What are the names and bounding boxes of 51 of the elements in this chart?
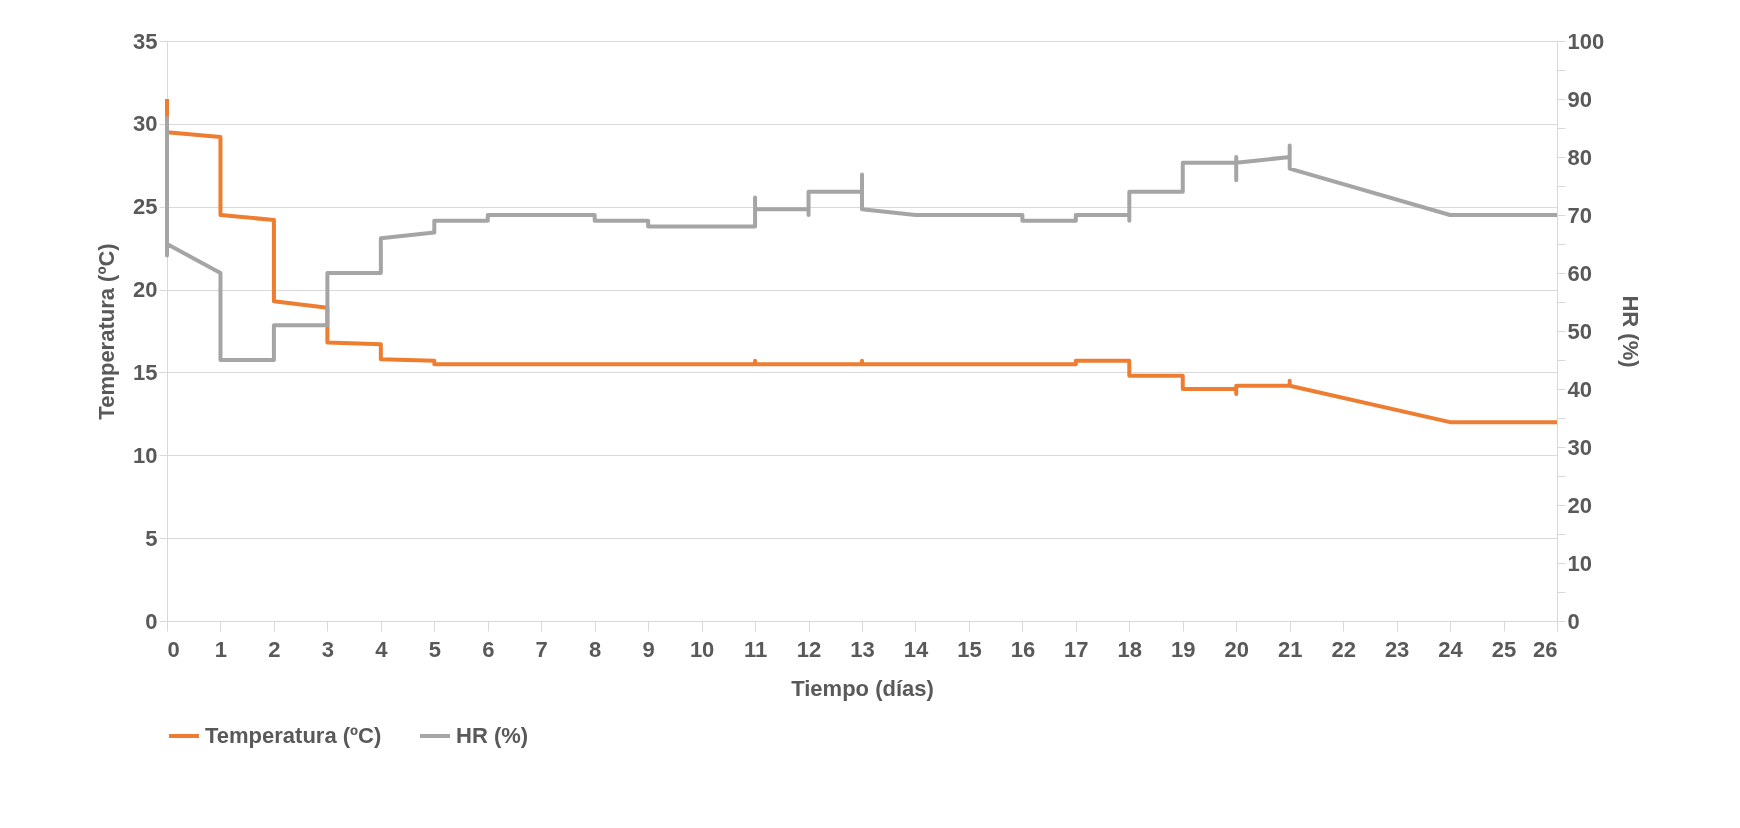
x-tick-label: 14 [903, 636, 929, 662]
y-tick-label: 5 [145, 525, 158, 551]
y2-tick-label: 40 [1567, 376, 1592, 402]
y-tick-label: 20 [133, 277, 158, 303]
y-tick-label: 15 [133, 359, 158, 385]
x-tick-label: 5 [428, 636, 441, 662]
legend-label: HR (%) [456, 723, 529, 748]
x-tick-label: 10 [689, 636, 715, 662]
y-tick-label: 30 [133, 111, 158, 137]
x-tick-label: 4 [375, 636, 389, 662]
x-tick-label: 11 [743, 636, 768, 662]
x-tick-label: 21 [1277, 636, 1303, 662]
x-tick-label: 25 [1491, 636, 1517, 662]
x-axis-title: Tiempo (días) [791, 675, 934, 701]
x-tick-label: 22 [1331, 636, 1356, 662]
x-tick-label: 19 [1171, 636, 1196, 662]
y-tick-label: 10 [133, 442, 158, 468]
x-tick-label: 13 [850, 636, 875, 662]
y2-tick-label: 70 [1567, 202, 1592, 228]
y2-tick-label: 90 [1567, 86, 1592, 112]
y2-tick-label: 50 [1567, 318, 1592, 344]
y-axis-title: Temperatura (ºC) [94, 243, 120, 420]
x-tick-label: 24 [1438, 636, 1464, 662]
y2-tick-label: 80 [1567, 144, 1592, 170]
x-tick-label: 0 [167, 636, 180, 662]
x-tick-label: 17 [1064, 636, 1089, 662]
x-tick-label: 7 [535, 636, 548, 662]
x-tick-label: 15 [957, 636, 982, 662]
x-tick-label: 6 [482, 636, 495, 662]
legend-label: Temperatura (ºC) [205, 723, 382, 748]
y-tick-label: 0 [145, 608, 158, 634]
y2-tick-label: 10 [1567, 550, 1592, 576]
y2-tick-label: 60 [1567, 260, 1592, 286]
y2-tick-label: 30 [1567, 434, 1592, 460]
y2-tick-label: 100 [1567, 28, 1605, 54]
y2-tick-label: 0 [1567, 608, 1580, 634]
x-tick-label: 20 [1224, 636, 1249, 662]
x-tick-label: 16 [1010, 636, 1036, 662]
x-tick-label: 2 [268, 636, 281, 662]
x-tick-label: 3 [321, 636, 335, 662]
x-tick-label: 1 [214, 636, 228, 662]
y-tick-label: 25 [133, 194, 158, 220]
y2-axis-title: HR (%) [1618, 295, 1644, 368]
y-tick-label: 35 [133, 28, 158, 54]
x-tick-label: 23 [1384, 636, 1410, 662]
x-tick-label: 12 [796, 636, 822, 662]
x-tick-label: 9 [642, 636, 655, 662]
x-tick-label: 8 [589, 636, 602, 662]
y2-tick-label: 20 [1567, 492, 1592, 518]
x-tick-label: 26 [1533, 636, 1558, 662]
x-tick-label: 18 [1117, 636, 1143, 662]
